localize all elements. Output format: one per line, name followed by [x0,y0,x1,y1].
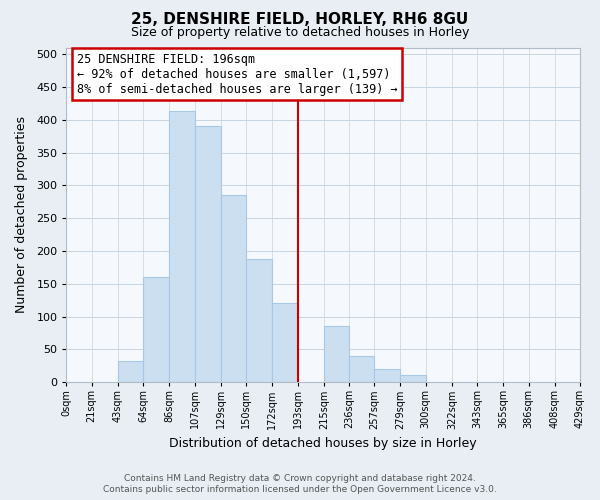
Text: 25 DENSHIRE FIELD: 196sqm
← 92% of detached houses are smaller (1,597)
8% of sem: 25 DENSHIRE FIELD: 196sqm ← 92% of detac… [77,52,397,96]
Bar [324,326,349,382]
Y-axis label: Number of detached properties: Number of detached properties [15,116,28,314]
Bar [349,356,374,382]
Bar [143,277,169,382]
Text: Size of property relative to detached houses in Horley: Size of property relative to detached ho… [131,26,469,39]
Bar [118,360,143,382]
X-axis label: Distribution of detached houses by size in Horley: Distribution of detached houses by size … [169,437,477,450]
Text: 25, DENSHIRE FIELD, HORLEY, RH6 8GU: 25, DENSHIRE FIELD, HORLEY, RH6 8GU [131,12,469,28]
Bar [246,259,272,382]
Text: Contains HM Land Registry data © Crown copyright and database right 2024.
Contai: Contains HM Land Registry data © Crown c… [103,474,497,494]
Bar [194,126,221,382]
Bar [272,304,298,382]
Bar [374,369,400,382]
Bar [400,375,425,382]
Bar [169,111,194,382]
Bar [221,195,246,382]
